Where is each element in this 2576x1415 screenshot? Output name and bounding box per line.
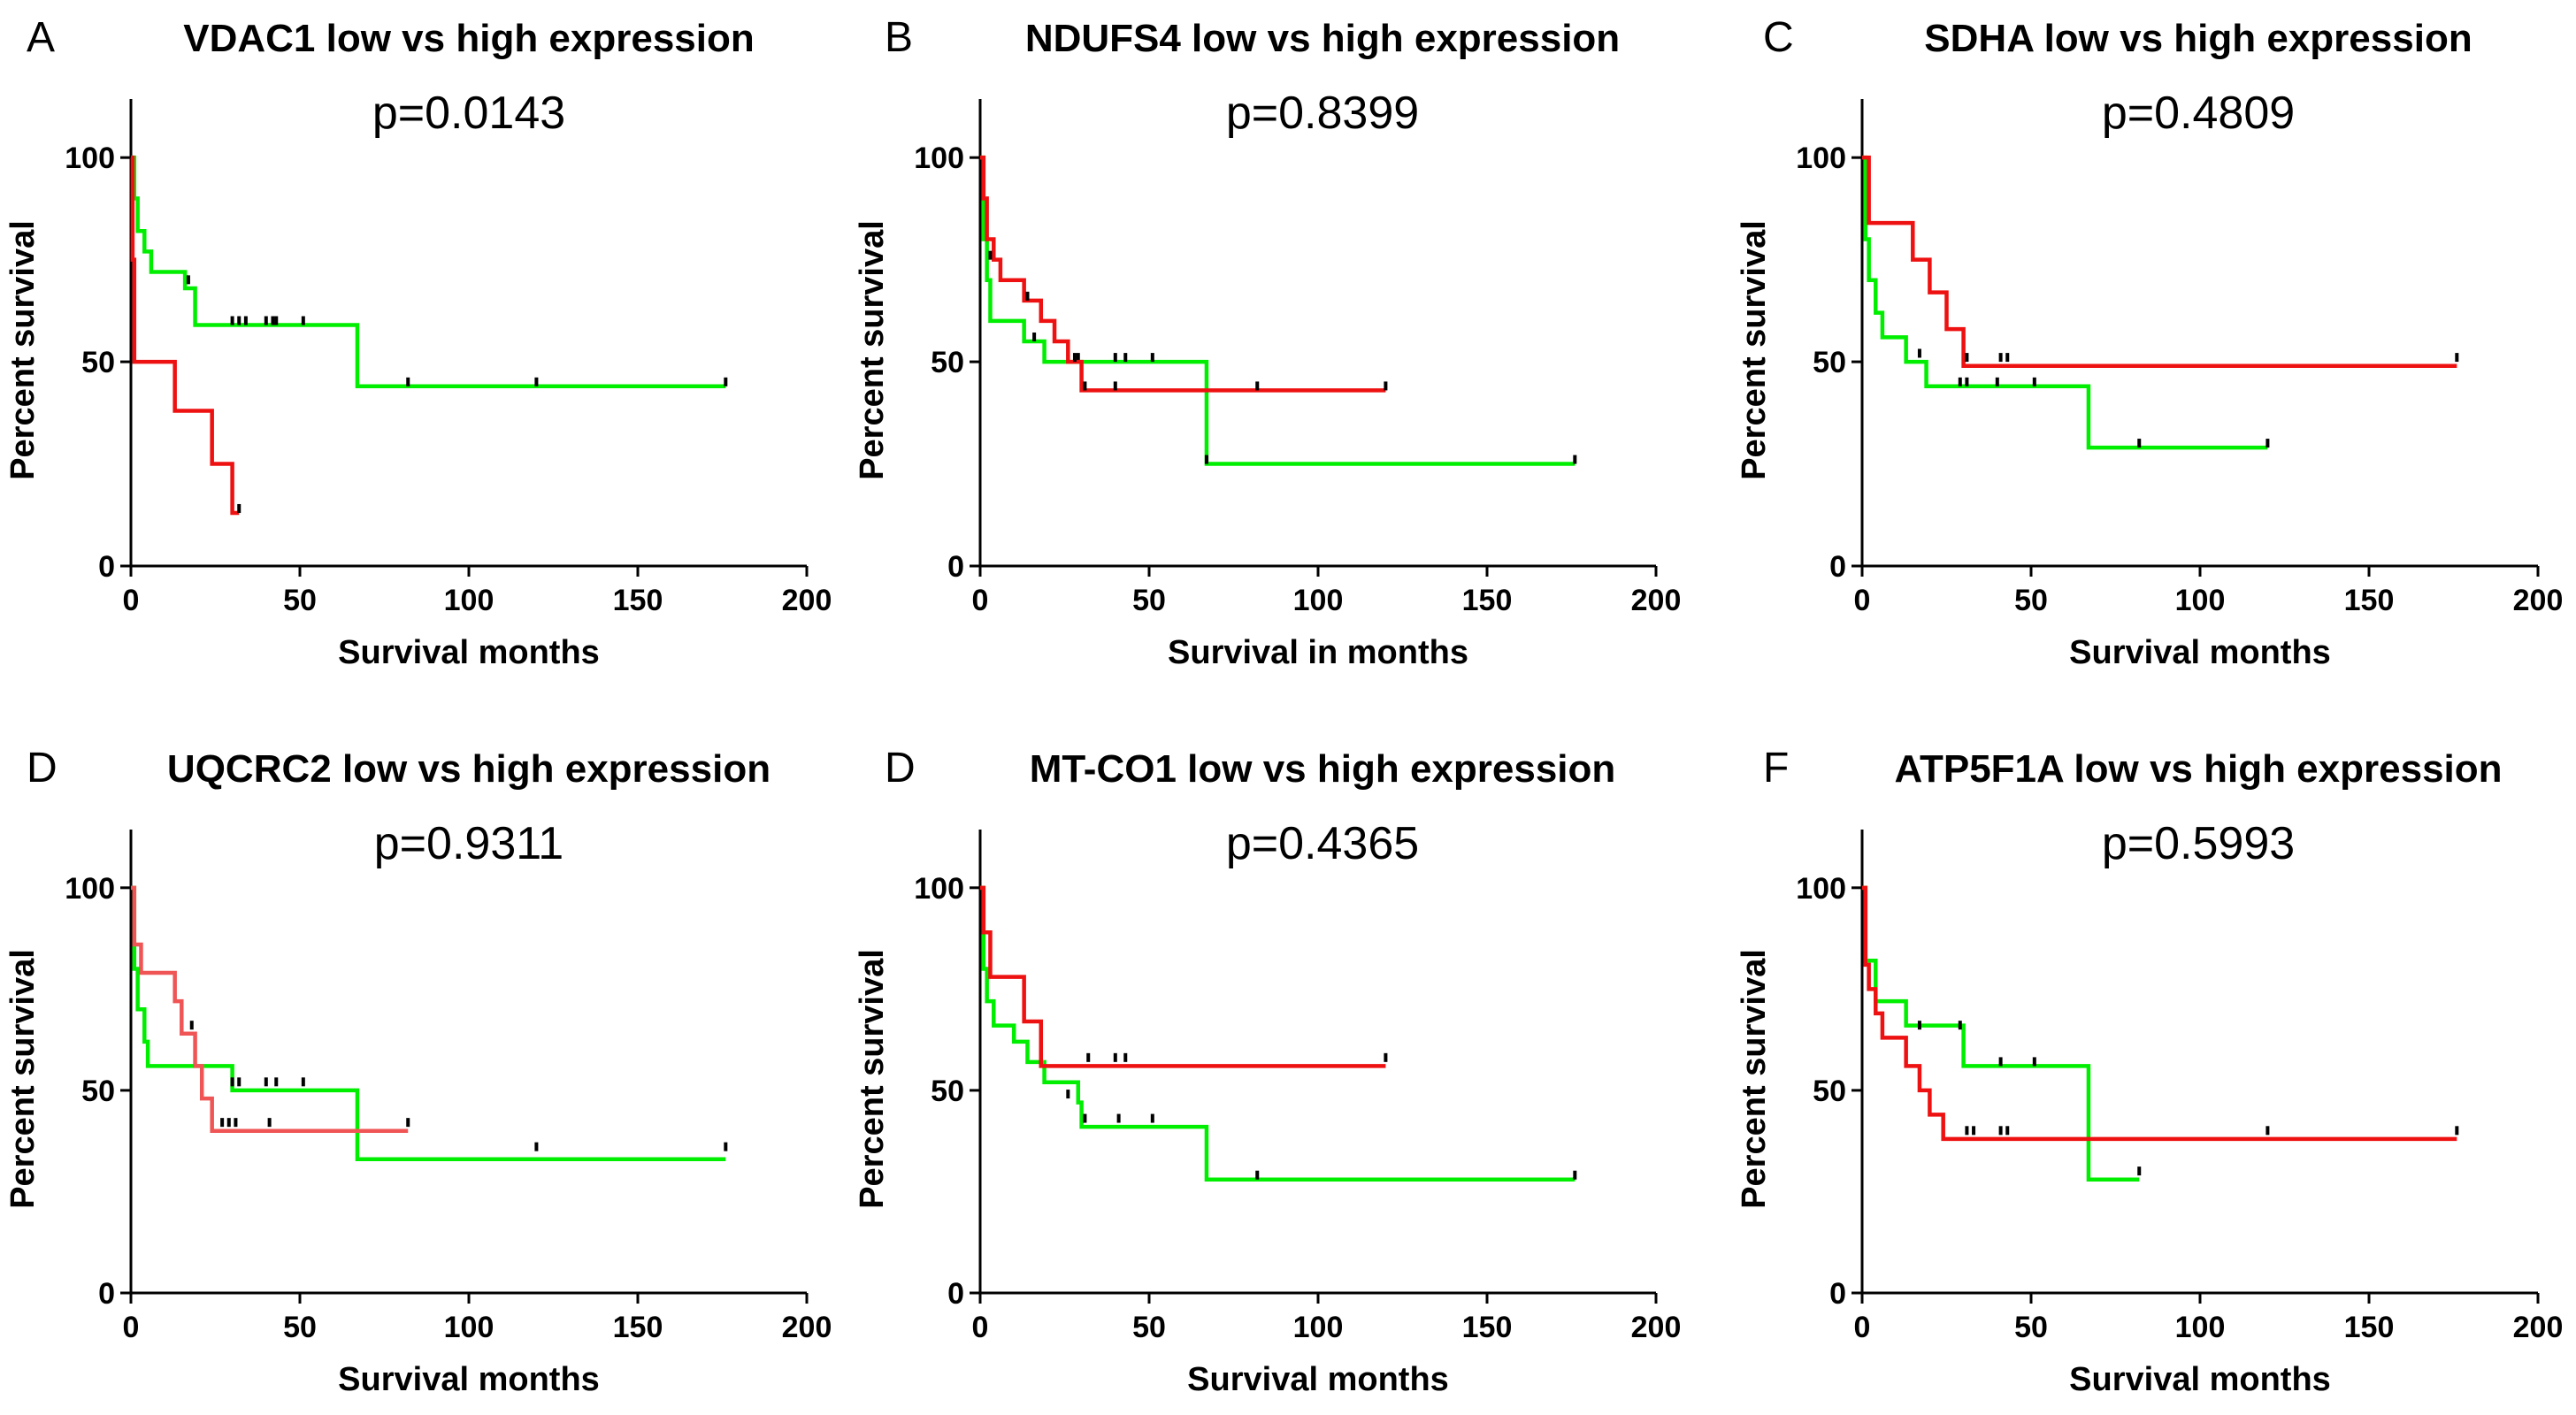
panel-letter: D — [27, 745, 58, 792]
km-curve-low — [130, 155, 240, 516]
km-curve-high — [1862, 155, 2268, 450]
x-tick-label: 0 — [1854, 584, 1871, 617]
km-curve-low — [131, 885, 409, 1133]
y-tick-label: 50 — [931, 346, 964, 379]
y-tick-label: 100 — [914, 872, 964, 906]
y-tick-label: 100 — [65, 142, 115, 175]
km-curve-high — [131, 155, 726, 389]
panel-4: D UQCRC2 low vs high expression p=0.9311 0 5… — [4, 745, 832, 1398]
y-tick-label: 50 — [1813, 1075, 1846, 1108]
x-axis-label: Survival months — [2069, 1361, 2331, 1398]
x-tick-label: 0 — [972, 584, 989, 617]
km-curve-low — [1862, 885, 2457, 1142]
panel-title: SDHA low vs high expression — [1924, 17, 2472, 60]
x-tick-label: 150 — [613, 1311, 663, 1344]
y-axis-label: Percent survival — [4, 949, 42, 1209]
y-axis-label: Percent survival — [854, 220, 891, 480]
x-tick-label: 50 — [283, 1311, 317, 1344]
p-value: p=0.0143 — [372, 88, 565, 139]
y-tick-label: 0 — [98, 550, 115, 584]
y-tick-label: 100 — [65, 872, 115, 906]
x-tick-label: 50 — [2014, 584, 2048, 617]
panel-6: F ATP5F1A low vs high expression p=0.5993 0… — [1736, 745, 2563, 1398]
x-axis-label: Survival months — [2069, 634, 2331, 671]
p-value: p=0.5993 — [2102, 818, 2295, 869]
km-curve-low — [1862, 155, 2457, 368]
y-tick-label: 50 — [931, 1075, 964, 1108]
y-tick-label: 0 — [1829, 1277, 1846, 1311]
panel-letter: A — [27, 14, 55, 61]
x-tick-label: 100 — [444, 584, 494, 617]
panel-title: NDUFS4 low vs high expression — [1025, 17, 1620, 60]
x-tick-label: 150 — [1462, 1311, 1513, 1344]
x-tick-label: 150 — [613, 584, 663, 617]
y-tick-label: 100 — [914, 142, 964, 175]
x-tick-label: 100 — [1293, 1311, 1344, 1344]
x-tick-label: 50 — [2014, 1311, 2048, 1344]
x-tick-label: 0 — [123, 584, 140, 617]
km-curve-high — [1862, 885, 2140, 1182]
x-tick-label: 100 — [444, 1311, 494, 1344]
y-tick-label: 0 — [98, 1277, 115, 1311]
x-tick-label: 150 — [2344, 1311, 2395, 1344]
panel-title: VDAC1 low vs high expression — [183, 17, 755, 60]
x-tick-label: 150 — [2344, 584, 2395, 617]
y-tick-label: 0 — [947, 1277, 964, 1311]
x-tick-label: 200 — [782, 1311, 832, 1344]
x-tick-label: 0 — [972, 1311, 989, 1344]
y-axis-label: Percent survival — [4, 220, 42, 480]
panel-title: UQCRC2 low vs high expression — [167, 747, 770, 791]
panel-letter: B — [885, 14, 913, 61]
y-tick-label: 100 — [1796, 142, 1846, 175]
x-tick-label: 50 — [1132, 584, 1166, 617]
y-tick-label: 100 — [1796, 872, 1846, 906]
km-curve-high — [980, 155, 1576, 466]
p-value: p=0.4809 — [2102, 88, 2295, 139]
panel-title: ATP5F1A low vs high expression — [1894, 747, 2502, 791]
panel-2: B NDUFS4 low vs high expression p=0.8399 0 5… — [854, 14, 1681, 671]
x-tick-label: 200 — [782, 584, 832, 617]
y-axis-label: Percent survival — [854, 949, 891, 1209]
x-tick-label: 200 — [1631, 1311, 1682, 1344]
y-axis-label: Percent survival — [1736, 220, 1773, 480]
x-tick-label: 200 — [2513, 584, 2564, 617]
km-curve-high — [980, 885, 1576, 1182]
x-tick-label: 200 — [2513, 1311, 2564, 1344]
x-axis-label: Survival months — [1187, 1361, 1449, 1398]
y-axis-label: Percent survival — [1736, 949, 1773, 1209]
panel-letter: D — [885, 745, 916, 792]
x-tick-label: 150 — [1462, 584, 1513, 617]
panel-5: D MT-CO1 low vs high expression p=0.4365 0 5… — [854, 745, 1681, 1398]
p-value: p=0.8399 — [1226, 88, 1419, 139]
y-tick-label: 50 — [1813, 346, 1846, 379]
x-axis-label: Survival months — [338, 1361, 600, 1398]
km-curve-low — [980, 155, 1386, 393]
panel-title: MT-CO1 low vs high expression — [1030, 747, 1616, 791]
x-tick-label: 0 — [123, 1311, 140, 1344]
x-tick-label: 200 — [1631, 584, 1682, 617]
x-tick-label: 100 — [1293, 584, 1344, 617]
x-tick-label: 100 — [2175, 1311, 2226, 1344]
p-value: p=0.9311 — [374, 818, 564, 869]
panel-letter: F — [1763, 745, 1789, 792]
panel-3: C SDHA low vs high expression p=0.4809 0 50 1… — [1736, 14, 2563, 671]
km-curve-low — [980, 885, 1386, 1068]
x-tick-label: 100 — [2175, 584, 2226, 617]
y-tick-label: 0 — [947, 550, 964, 584]
y-tick-label: 50 — [81, 1075, 115, 1108]
x-axis-label: Survival in months — [1168, 634, 1468, 671]
y-tick-label: 0 — [1829, 550, 1846, 584]
km-curve-high — [131, 885, 726, 1162]
panel-1: A VDAC1 low vs high expression p=0.0143 0 50… — [4, 14, 832, 671]
x-tick-label: 50 — [283, 584, 317, 617]
panel-letter: C — [1763, 14, 1794, 61]
x-tick-label: 0 — [1854, 1311, 1871, 1344]
p-value: p=0.4365 — [1226, 818, 1419, 869]
x-tick-label: 50 — [1132, 1311, 1166, 1344]
x-axis-label: Survival months — [338, 634, 600, 671]
y-tick-label: 50 — [81, 346, 115, 379]
